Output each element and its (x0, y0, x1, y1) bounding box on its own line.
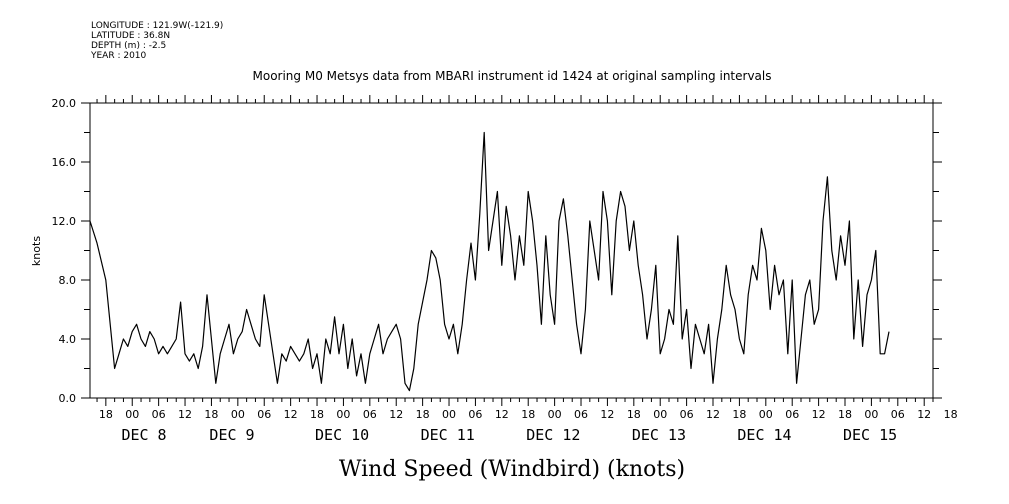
y-tick-label: 0.0 (59, 392, 77, 405)
x-day-label: DEC 10 (315, 426, 369, 444)
x-tick-label: 18 (310, 408, 324, 421)
x-tick-label: 06 (468, 408, 482, 421)
x-tick-label: 12 (284, 408, 298, 421)
y-tick-label: 12.0 (52, 215, 77, 228)
x-tick-label: 12 (600, 408, 614, 421)
x-tick-label: 00 (653, 408, 667, 421)
x-tick-label: 00 (231, 408, 245, 421)
x-tick-label: 18 (838, 408, 852, 421)
x-tick-label: 00 (548, 408, 562, 421)
x-day-label: DEC 15 (843, 426, 897, 444)
chart-title: Mooring M0 Metsys data from MBARI instru… (253, 69, 772, 83)
plot-metadata: LONGITUDE : 121.9W(-121.9) LATITUDE : 36… (91, 21, 223, 61)
x-tick-label: 18 (416, 408, 430, 421)
x-tick-label: 00 (442, 408, 456, 421)
x-tick-label: 18 (627, 408, 641, 421)
x-tick-label: 18 (521, 408, 535, 421)
longitude-text: LONGITUDE : 121.9W(-121.9) (91, 21, 224, 31)
x-day-label: DEC 13 (632, 426, 686, 444)
tick-marks (81, 95, 942, 406)
x-axis-label: Wind Speed (Windbird) (knots) (339, 457, 685, 482)
x-day-label: DEC 9 (209, 426, 254, 444)
x-day-label: DEC 8 (121, 426, 166, 444)
depth-text: DEPTH (m) : -2.5 (91, 41, 167, 51)
x-tick-label: 18 (732, 408, 746, 421)
y-axis-label: knots (30, 236, 43, 266)
x-tick-label: 12 (389, 408, 403, 421)
x-tick-label: 00 (125, 408, 139, 421)
year-text: YEAR : 2010 (91, 51, 147, 61)
latitude-text: LATITUDE : 36.8N (91, 31, 171, 41)
x-tick-label: 18 (944, 408, 958, 421)
x-tick-label: 18 (99, 408, 113, 421)
series-line (89, 131, 890, 392)
x-tick-label: 06 (891, 408, 905, 421)
x-tick-label: 18 (204, 408, 218, 421)
y-tick-label: 8.0 (59, 274, 77, 287)
x-tick-label: 12 (495, 408, 509, 421)
y-tick-label: 20.0 (52, 97, 77, 110)
tick-labels: 0.0 4.0 8.0 12.0 16.0 20.0 18 00 06 12 18 00 06 12 18 0… (52, 97, 958, 444)
x-tick-label: 12 (917, 408, 931, 421)
x-tick-label: 06 (152, 408, 166, 421)
x-tick-label: 00 (864, 408, 878, 421)
x-day-label: DEC 11 (421, 426, 475, 444)
x-tick-label: 00 (759, 408, 773, 421)
x-tick-label: 06 (785, 408, 799, 421)
series-group (89, 131, 890, 392)
x-tick-label: 06 (680, 408, 694, 421)
x-tick-label: 06 (363, 408, 377, 421)
y-tick-label: 16.0 (52, 156, 77, 169)
x-tick-label: 12 (178, 408, 192, 421)
y-tick-label: 4.0 (59, 333, 77, 346)
x-day-label: DEC 12 (526, 426, 580, 444)
x-day-label: DEC 14 (737, 426, 791, 444)
x-tick-label: 06 (574, 408, 588, 421)
x-tick-label: 12 (812, 408, 826, 421)
x-tick-label: 12 (706, 408, 720, 421)
x-tick-label: 00 (336, 408, 350, 421)
x-tick-label: 06 (257, 408, 271, 421)
